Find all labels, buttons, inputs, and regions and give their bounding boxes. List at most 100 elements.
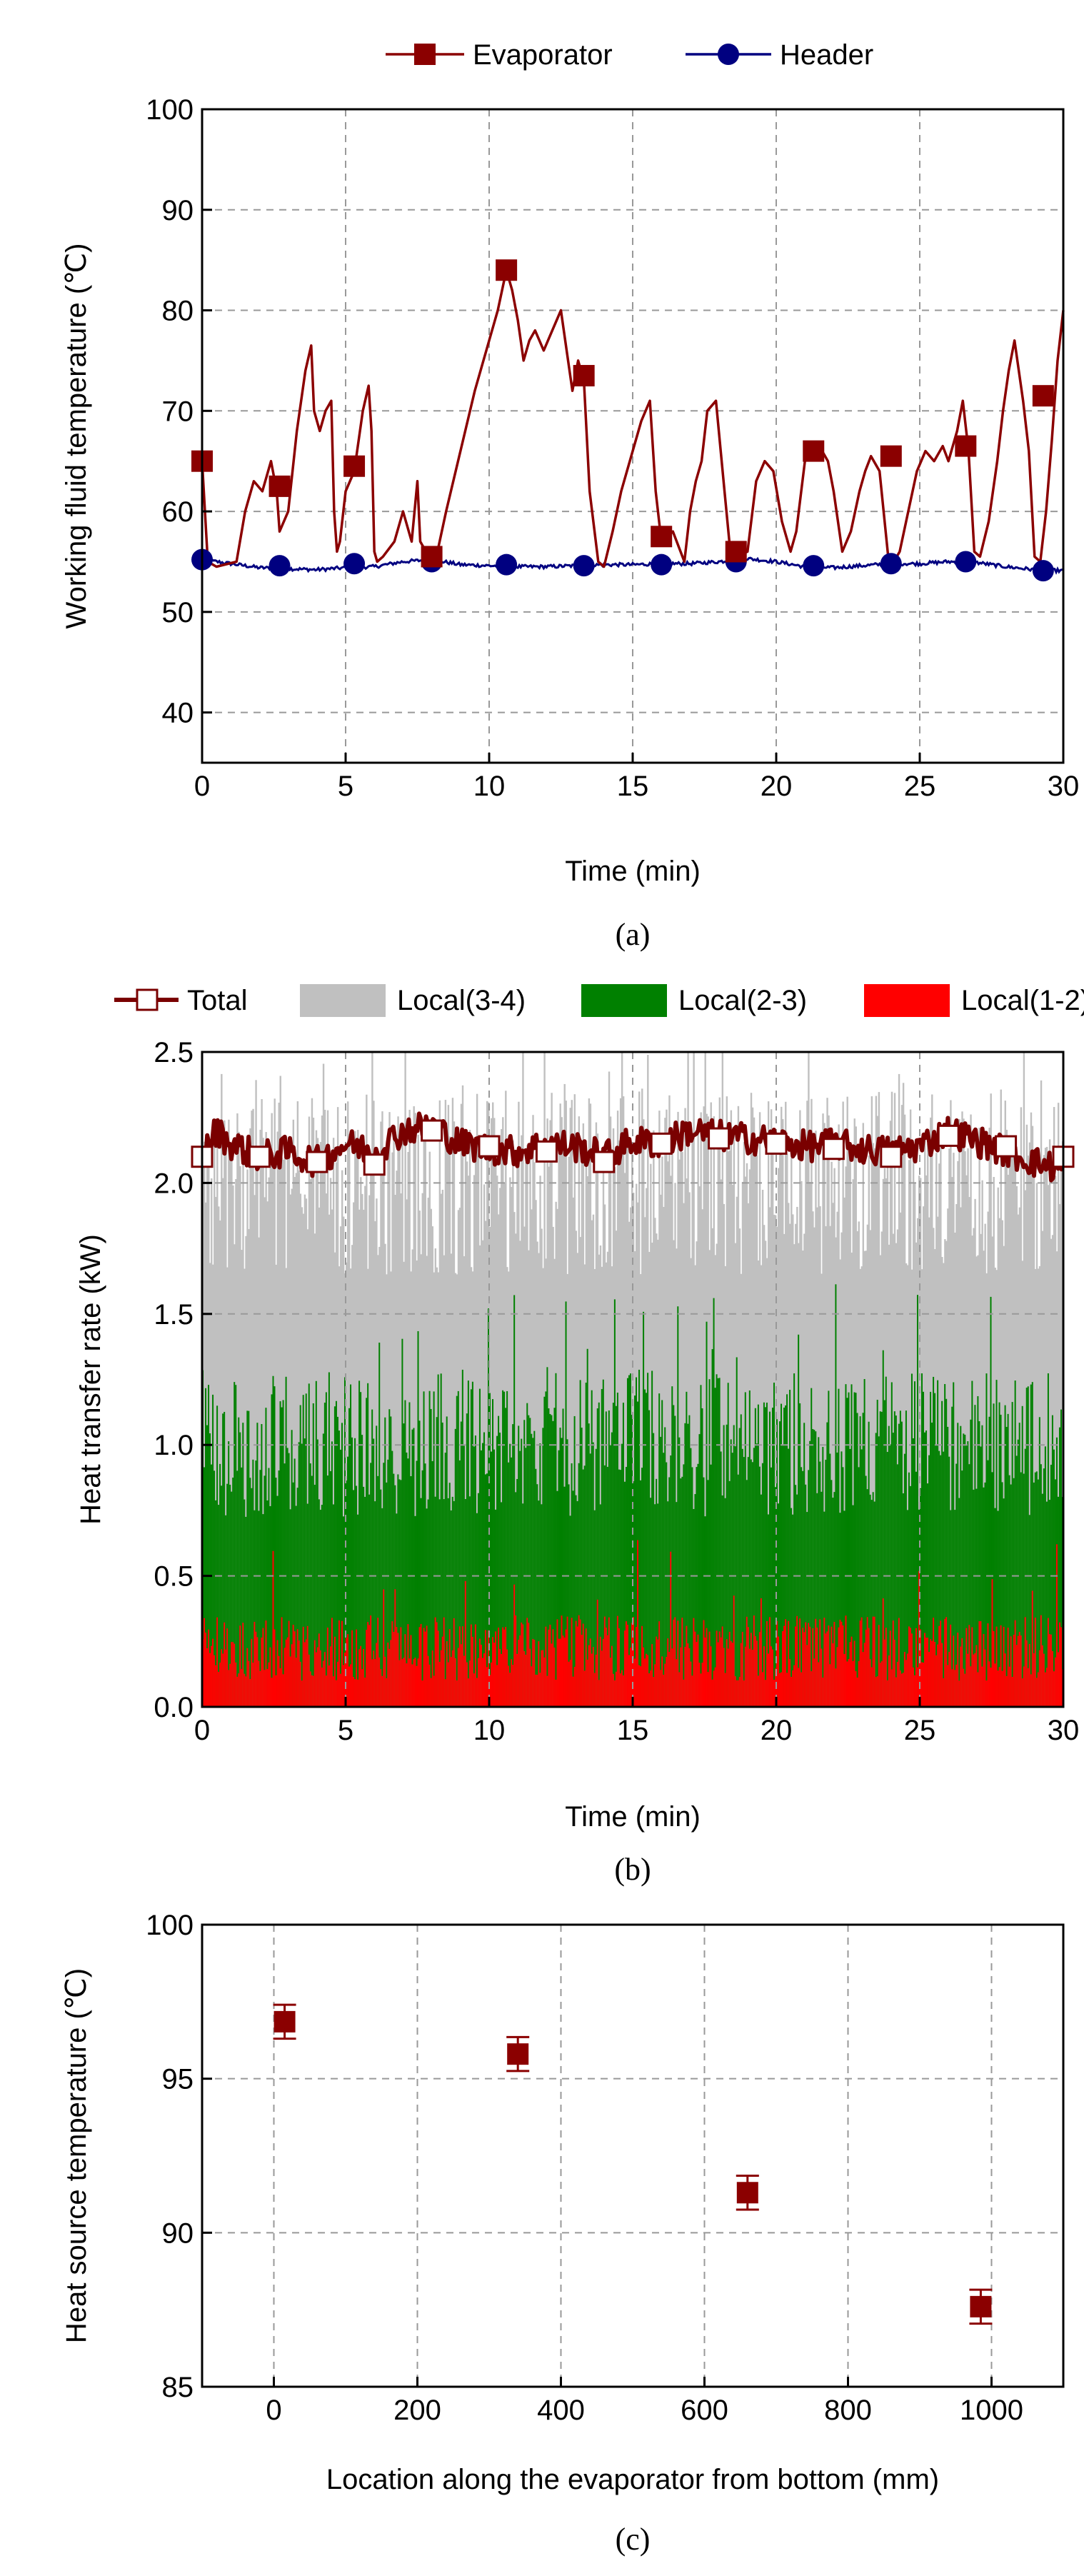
local-2-3-bar	[764, 1407, 767, 1707]
local-2-3-bar	[336, 1416, 339, 1707]
local-1-2-bar	[1047, 1618, 1050, 1707]
local-2-3-bar	[1054, 1479, 1057, 1707]
local-1-2-bar	[925, 1638, 928, 1707]
local-1-2-bar	[555, 1680, 557, 1707]
local-2-3-bar	[265, 1408, 267, 1707]
local-3-4-bar	[1024, 1190, 1027, 1707]
total-point	[765, 1132, 788, 1155]
local-3-4-bar	[357, 1130, 359, 1707]
local-1-2-bar	[336, 1661, 339, 1707]
evaporator-point	[573, 365, 595, 387]
local-2-3-bar	[549, 1413, 551, 1707]
local-2-3-bar	[513, 1295, 516, 1707]
x-tick-label: 20	[761, 771, 793, 802]
local-2-3-bar	[526, 1403, 528, 1707]
local-2-3-bar	[1025, 1388, 1028, 1707]
local-1-2-bar	[474, 1624, 477, 1707]
local-1-2-bar	[868, 1628, 870, 1707]
local-1-2-bar	[1055, 1544, 1058, 1707]
local-2-3-bar	[896, 1464, 899, 1707]
local-3-4-bar	[750, 1093, 753, 1707]
local-2-3-bar	[789, 1390, 791, 1707]
local-2-3-bar	[666, 1462, 668, 1707]
local-1-2-bar	[671, 1648, 673, 1707]
local-2-3-bar	[990, 1296, 992, 1707]
local-2-3-bar	[508, 1462, 510, 1707]
local-1-2-bar	[1005, 1675, 1008, 1707]
local-2-3-bar	[325, 1392, 328, 1707]
local-2-3-bar	[461, 1369, 464, 1707]
total-point	[306, 1151, 328, 1173]
local-3-4-bar	[268, 1177, 270, 1707]
local-2-3-bar	[628, 1375, 631, 1707]
local-2-3-bar	[542, 1428, 544, 1707]
local-2-3-bar	[279, 1401, 281, 1707]
local-1-2-bar	[268, 1662, 270, 1707]
local-1-2-bar	[361, 1669, 363, 1707]
local-2-3-bar	[582, 1469, 585, 1707]
local-3-4-bar	[589, 1103, 592, 1707]
local-2-3-bar	[545, 1391, 547, 1707]
local-1-2-bar	[548, 1629, 550, 1707]
local-2-3-bar	[805, 1484, 807, 1707]
local-2-3-bar	[770, 1467, 773, 1707]
local-1-2-bar	[668, 1652, 671, 1707]
local-2-3-bar	[588, 1423, 591, 1707]
local-2-3-bar	[872, 1492, 875, 1707]
local-1-2-bar	[509, 1673, 511, 1707]
local-1-2-bar	[658, 1621, 661, 1707]
local-1-2-bar	[1041, 1645, 1044, 1707]
local-2-3-bar	[1050, 1464, 1053, 1707]
local-1-2-bar	[269, 1647, 271, 1707]
local-2-3-bar	[980, 1446, 982, 1707]
local-2-3-bar	[1058, 1427, 1061, 1707]
local-2-3-bar	[681, 1476, 683, 1707]
local-3-4-bar	[252, 1108, 254, 1707]
local-1-2-bar	[611, 1645, 613, 1707]
local-2-3-bar	[1024, 1448, 1027, 1707]
local-1-2-bar	[373, 1650, 375, 1707]
local-2-3-bar	[873, 1501, 876, 1707]
local-1-2-bar	[218, 1671, 220, 1707]
local-1-2-bar	[686, 1625, 688, 1707]
local-1-2-bar	[728, 1631, 731, 1707]
local-1-2-bar	[910, 1633, 913, 1707]
local-2-3-bar	[561, 1438, 563, 1707]
local-2-3-bar	[671, 1386, 673, 1707]
local-2-3-bar	[757, 1404, 760, 1707]
local-1-2-bar	[251, 1638, 253, 1707]
local-2-3-bar	[888, 1425, 890, 1707]
local-1-2-bar	[1007, 1628, 1010, 1707]
local-2-3-bar	[593, 1510, 596, 1707]
local-1-2-bar	[471, 1636, 474, 1707]
local-1-2-bar	[943, 1678, 945, 1707]
evaporator-point	[955, 435, 977, 457]
local-1-2-bar	[812, 1628, 814, 1707]
local-2-3-bar	[731, 1453, 734, 1707]
local-3-4-bar	[476, 1093, 478, 1707]
local-2-3-bar	[258, 1510, 260, 1707]
local-2-3-bar	[683, 1464, 685, 1707]
y-tick-label: 95	[162, 2064, 194, 2095]
local-2-3-bar	[706, 1321, 708, 1707]
local-2-3-bar	[302, 1395, 305, 1707]
local-1-2-bar	[417, 1658, 419, 1707]
local-2-3-bar	[741, 1448, 744, 1707]
local-1-2-bar	[839, 1619, 841, 1707]
local-1-2-bar	[640, 1666, 642, 1707]
local-2-3-bar	[440, 1373, 443, 1707]
local-1-2-bar	[541, 1650, 543, 1707]
local-1-2-bar	[644, 1658, 646, 1707]
local-1-2-bar	[460, 1644, 463, 1707]
local-2-3-bar	[503, 1391, 506, 1707]
local-3-4-bar	[938, 1163, 940, 1707]
local-1-2-bar	[903, 1652, 906, 1707]
local-2-3-bar	[266, 1500, 269, 1707]
local-1-2-bar	[768, 1617, 771, 1707]
local-1-2-bar	[299, 1661, 302, 1707]
total-point	[535, 1140, 558, 1163]
local-2-3-bar	[364, 1496, 366, 1707]
local-1-2-bar	[629, 1648, 632, 1707]
local-1-2-bar	[516, 1653, 518, 1707]
